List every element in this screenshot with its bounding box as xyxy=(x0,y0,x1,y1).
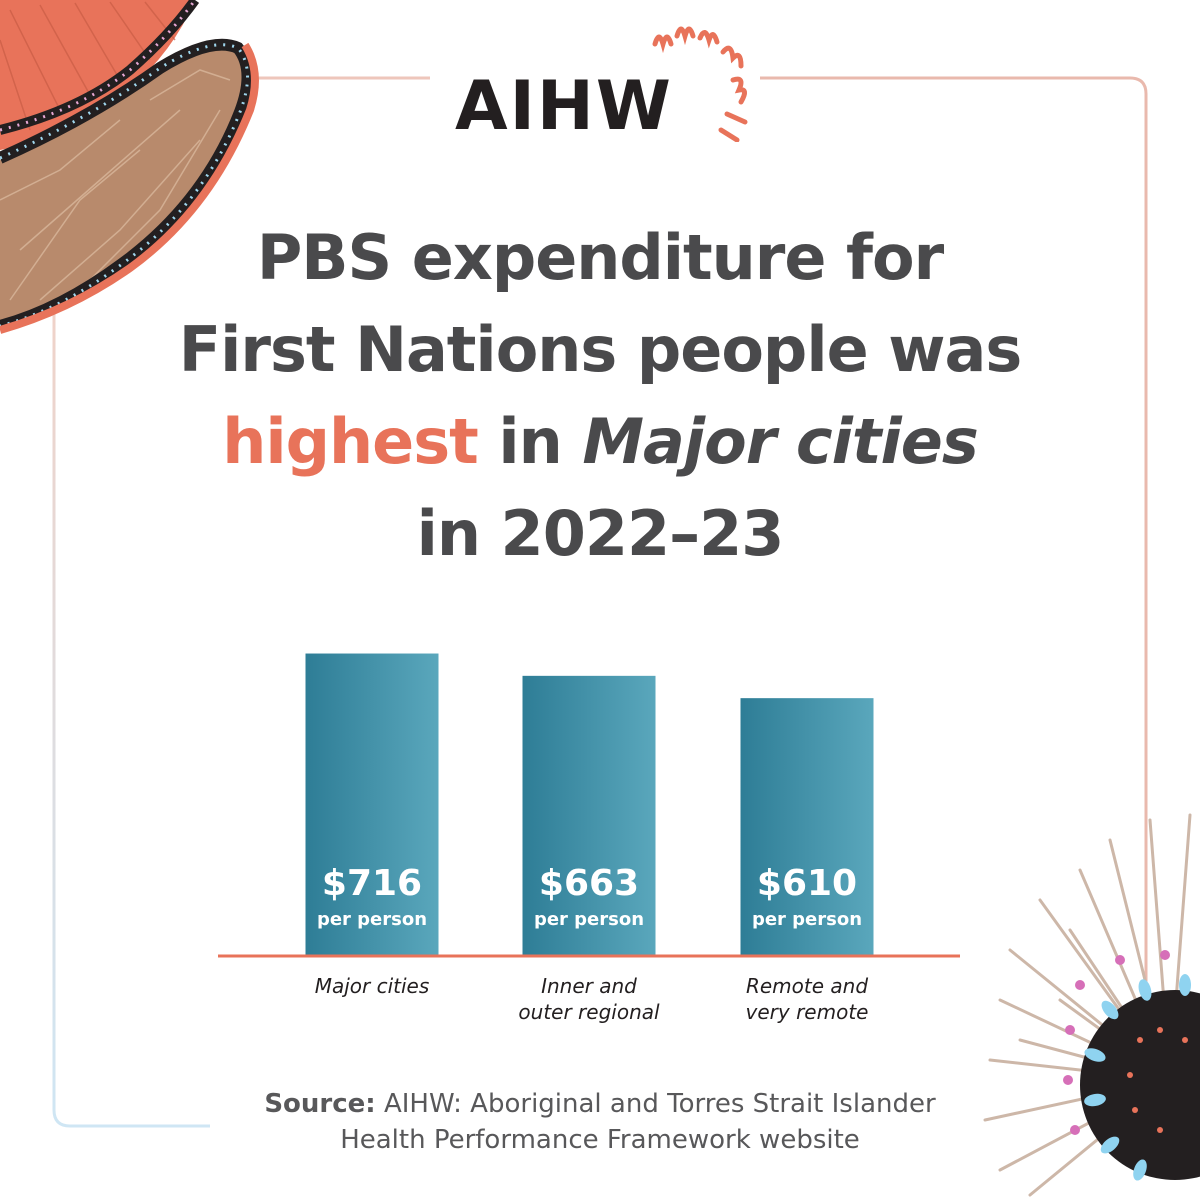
bar-2 xyxy=(522,675,656,955)
source-line-1: Source: AIHW: Aboriginal and Torres Stra… xyxy=(140,1086,1060,1122)
bar-3 xyxy=(740,698,874,955)
title-middle: in xyxy=(498,405,562,478)
page-title: PBS expenditure for First Nations people… xyxy=(100,212,1100,580)
title-line-1: PBS expenditure for xyxy=(256,221,944,294)
sunburst-icon xyxy=(652,26,748,142)
title-line-3: highest in Major cities xyxy=(100,396,1100,488)
bar-value-label: $663 xyxy=(539,863,639,904)
frame-line-top-right xyxy=(760,76,1148,1110)
source-note: Source: AIHW: Aboriginal and Torres Stra… xyxy=(140,1086,1060,1158)
category-label: Inner and xyxy=(541,974,637,998)
category-label: outer regional xyxy=(518,1000,660,1024)
title-emphasis: Major cities xyxy=(582,405,978,478)
aboriginal-art-sea-urchin-decoration xyxy=(983,813,1200,1197)
source-line-2: Health Performance Framework website xyxy=(340,1125,860,1155)
bar-value-label: $716 xyxy=(322,863,422,904)
frame-line-left xyxy=(52,300,210,1128)
bar-unit-label: per person xyxy=(317,909,427,930)
bar-unit-label: per person xyxy=(752,909,862,930)
logo-text: AIHW xyxy=(455,67,673,146)
title-highlight: highest xyxy=(222,405,479,478)
bar-1 xyxy=(305,653,439,955)
title-line-2: First Nations people was xyxy=(178,313,1022,386)
source-label: Source: xyxy=(264,1089,376,1119)
category-label: very remote xyxy=(746,1000,869,1024)
aboriginal-art-shield-decoration xyxy=(0,0,259,334)
aihw-logo: AIHW xyxy=(455,26,755,152)
bar-chart: $716 per person $663 per person $610 per pers… xyxy=(218,653,960,1024)
title-line-4: in 2022–23 xyxy=(416,497,785,570)
source-text: AIHW: Aboriginal and Torres Strait Islan… xyxy=(383,1089,936,1119)
bar-unit-label: per person xyxy=(534,909,644,930)
category-label: Remote and xyxy=(746,974,868,998)
category-label: Major cities xyxy=(315,974,430,998)
bar-value-label: $610 xyxy=(757,863,857,904)
